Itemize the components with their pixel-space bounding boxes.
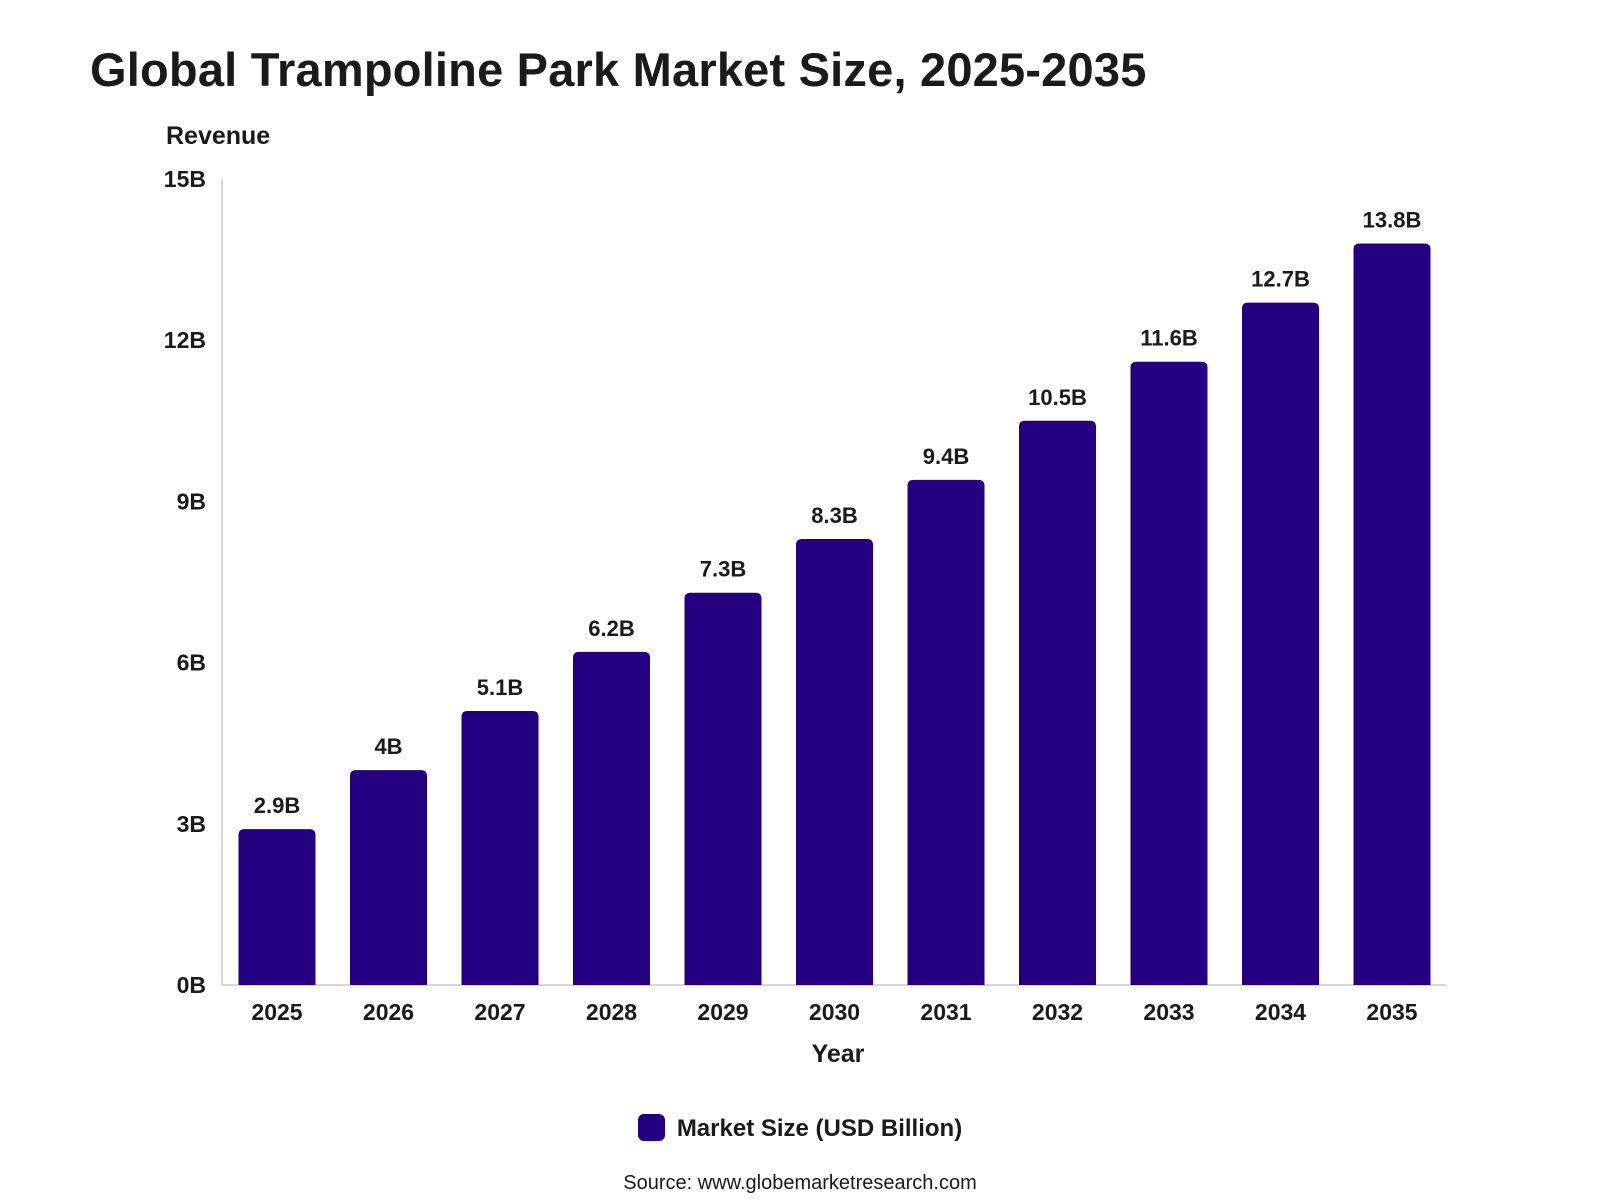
- data-label: 7.3B: [700, 557, 746, 582]
- x-tick-label: 2032: [1032, 999, 1083, 1025]
- bar: [1242, 302, 1319, 985]
- y-tick-label: 0B: [177, 972, 206, 998]
- data-label: 5.1B: [477, 675, 523, 700]
- data-label: 9.4B: [923, 444, 969, 469]
- bars: [238, 243, 1431, 986]
- bar: [1353, 243, 1431, 986]
- data-label: 11.6B: [1140, 326, 1198, 351]
- bar: [461, 710, 539, 985]
- y-tick-label: 3B: [177, 811, 206, 837]
- bar: [350, 770, 427, 985]
- bar: [1130, 361, 1208, 985]
- legend: Market Size (USD Billion): [0, 1114, 1600, 1143]
- data-label: 10.5B: [1028, 385, 1087, 410]
- legend-swatch: [637, 1114, 665, 1141]
- y-axis-title: Revenue: [166, 122, 270, 150]
- data-label: 8.3B: [811, 503, 857, 528]
- data-labels: 2025 2.9B 2026 4B 2027 5.1B 2028 6.2B 2029 7.3B 20…: [251, 207, 1421, 1025]
- data-label: 4B: [374, 734, 402, 759]
- x-tick-label: 2031: [920, 999, 971, 1025]
- y-tick-label: 12B: [164, 327, 206, 353]
- y-tick-label: 15B: [164, 166, 206, 192]
- y-tick-label: 9B: [177, 488, 206, 514]
- data-label: 13.8B: [1363, 207, 1422, 232]
- source-note: Source: www.globemarketresearch.com: [623, 1172, 977, 1194]
- legend-label: Market Size (USD Billion): [676, 1115, 963, 1142]
- bar-chart: Revenue Year 0B 3B 6B 9B 12B 15B 2025 2.9B 2026…: [164, 122, 1446, 1068]
- x-tick-label: 2028: [586, 999, 637, 1025]
- y-tick-label: 6B: [177, 650, 206, 676]
- x-tick-label: 2027: [474, 999, 525, 1025]
- bar: [796, 539, 873, 985]
- x-tick-label: 2026: [363, 999, 414, 1025]
- data-label: 2.9B: [254, 793, 300, 818]
- x-axis-title: Year: [812, 1040, 865, 1068]
- bar: [1019, 420, 1096, 985]
- chart-title: Global Trampoline Park Market Size, 2025…: [90, 43, 1147, 96]
- x-tick-label: 2030: [809, 999, 860, 1025]
- bar: [573, 651, 650, 985]
- bar: [907, 479, 985, 985]
- x-tick-label: 2033: [1143, 999, 1194, 1025]
- bar: [238, 829, 316, 985]
- bar: [684, 592, 762, 985]
- x-tick-label: 2034: [1255, 999, 1306, 1025]
- data-label: 6.2B: [588, 616, 634, 641]
- x-tick-label: 2025: [251, 999, 302, 1025]
- data-label: 12.7B: [1251, 267, 1310, 292]
- x-tick-label: 2035: [1366, 999, 1417, 1025]
- x-tick-label: 2029: [697, 999, 748, 1025]
